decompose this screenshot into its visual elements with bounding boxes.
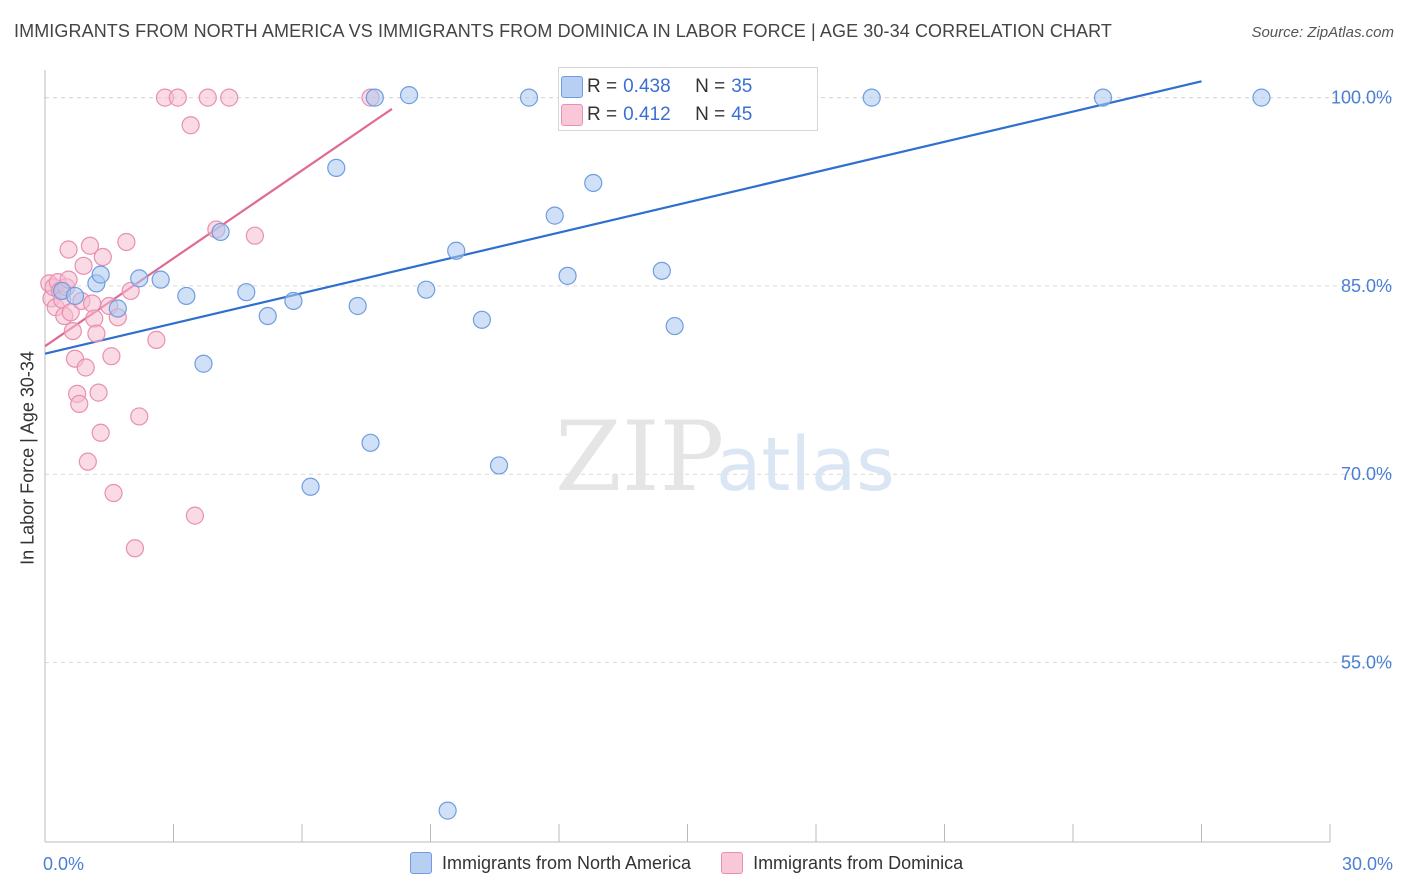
point-dominica — [117, 232, 136, 252]
y-axis-label: In Labor Force | Age 30-34 — [17, 351, 38, 565]
x-tick-label-end: 30.0% — [1342, 854, 1393, 874]
legend-n-label: N = — [695, 104, 726, 125]
y-tick-label: 70.0% — [1341, 464, 1392, 484]
legend-n-value: 35 — [731, 76, 753, 97]
point-dominica — [185, 506, 205, 525]
point-north-america — [284, 291, 303, 311]
watermark-zip: ZIP — [555, 401, 724, 513]
source-label: Source: ZipAtlas.com — [1251, 24, 1394, 41]
point-north-america — [65, 286, 85, 306]
point-north-america — [237, 283, 256, 302]
point-north-america — [130, 269, 149, 288]
x-tick-label-start: 0.0% — [43, 854, 84, 874]
legend-row-north-america: R = 0.438 N = 35 — [561, 76, 753, 98]
point-north-america — [447, 241, 466, 260]
legend-r-value: 0.412 — [623, 104, 671, 125]
gridlines — [45, 97, 1392, 663]
point-north-america — [108, 299, 127, 318]
legend-r-label: R = — [587, 76, 618, 97]
legend-swatch-blue — [410, 852, 432, 874]
point-north-america — [301, 477, 320, 496]
point-dominica — [102, 347, 121, 366]
legend-r-label: R = — [587, 104, 618, 125]
watermark: ZIP atlas — [555, 401, 895, 513]
point-north-america — [348, 296, 367, 316]
legend-swatch-blue — [561, 76, 583, 98]
point-dominica — [74, 256, 93, 275]
legend-r-value: 0.438 — [623, 76, 671, 97]
point-north-america — [489, 456, 509, 475]
y-tick-label: 55.0% — [1341, 652, 1392, 672]
point-north-america — [584, 173, 603, 193]
legend-swatch-pink — [561, 104, 583, 126]
point-dominica — [85, 309, 104, 328]
point-dominica — [76, 358, 95, 377]
point-dominica — [104, 483, 123, 503]
point-north-america — [399, 86, 419, 105]
point-north-america — [665, 316, 684, 336]
point-dominica — [220, 88, 239, 107]
point-dominica — [59, 240, 78, 259]
correlation-legend: R = 0.438 N = 35 R = 0.412 N = 45 — [558, 67, 818, 131]
legend-n-value: 45 — [731, 104, 753, 125]
point-dominica — [121, 281, 140, 301]
legend-swatch-pink — [721, 852, 744, 874]
watermark-atlas: atlas — [716, 422, 895, 508]
point-dominica — [87, 324, 106, 343]
point-north-america — [545, 206, 564, 225]
point-north-america — [862, 88, 881, 107]
point-north-america — [327, 158, 346, 178]
point-dominica — [245, 226, 264, 245]
point-dominica — [89, 383, 108, 402]
legend-label-dominica: Immigrants from Dominica — [753, 852, 964, 873]
point-dominica — [125, 539, 145, 558]
point-dominica — [181, 116, 200, 135]
point-dominica — [70, 394, 89, 414]
point-dominica — [83, 294, 102, 313]
point-dominica — [80, 236, 100, 255]
point-dominica — [130, 407, 149, 426]
legend-n-label: N = — [695, 76, 726, 97]
point-north-america — [194, 354, 213, 373]
point-dominica — [198, 88, 217, 107]
point-north-america — [361, 433, 380, 452]
point-north-america — [519, 88, 539, 107]
y-tick-label: 100.0% — [1331, 88, 1392, 108]
point-dominica — [91, 423, 110, 442]
chart-title: IMMIGRANTS FROM NORTH AMERICA VS IMMIGRA… — [14, 21, 1113, 41]
point-north-america — [1252, 88, 1271, 107]
point-north-america — [151, 270, 170, 289]
point-north-america — [652, 261, 671, 280]
point-dominica — [78, 452, 97, 471]
point-north-america — [211, 222, 230, 242]
legend-row-dominica: R = 0.412 N = 45 — [561, 104, 753, 126]
legend-item-north-america: Immigrants from North America — [410, 852, 691, 874]
point-north-america — [417, 280, 436, 299]
point-dominica — [168, 88, 187, 107]
point-north-america — [177, 286, 196, 306]
point-north-america — [472, 310, 491, 329]
trend-line-north-america — [44, 80, 1202, 355]
point-north-america — [91, 265, 110, 284]
axes — [44, 70, 1331, 843]
point-north-america — [438, 801, 457, 820]
point-north-america — [1093, 88, 1113, 107]
tick-labels: 55.0% 70.0% 85.0% 100.0% 0.0% 30.0% — [43, 88, 1393, 874]
legend-label-north-america: Immigrants from North America — [442, 852, 692, 873]
point-dominica — [147, 330, 166, 349]
point-dominica — [93, 247, 112, 267]
point-dominica — [63, 321, 82, 341]
point-north-america — [258, 306, 277, 326]
point-north-america — [365, 88, 384, 107]
legend-item-dominica: Immigrants from Dominica — [721, 852, 963, 874]
y-tick-label: 85.0% — [1341, 276, 1392, 296]
series-legend: Immigrants from North America Immigrants… — [410, 852, 963, 874]
point-north-america — [558, 266, 577, 285]
